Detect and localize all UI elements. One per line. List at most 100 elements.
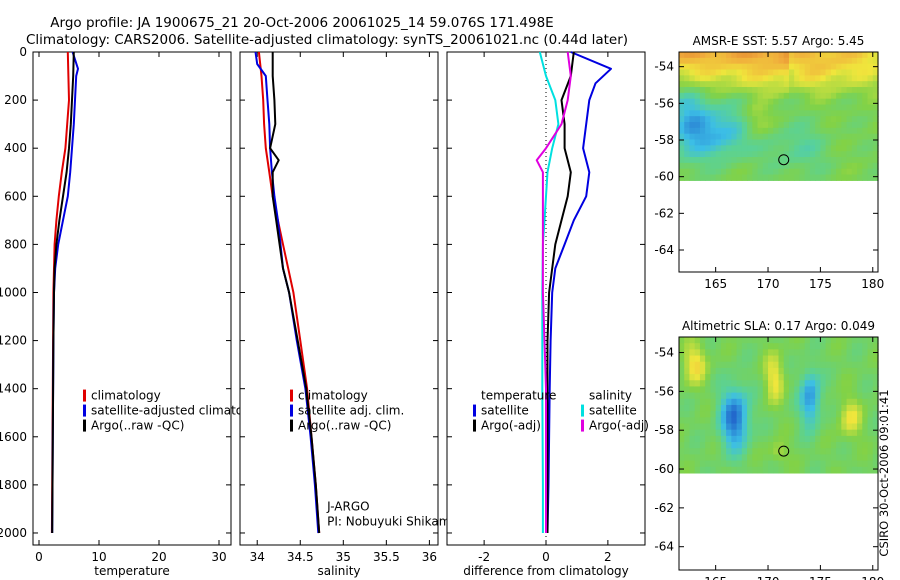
heatmap-cell bbox=[710, 110, 717, 117]
heatmap-cell bbox=[747, 174, 753, 181]
heatmap-cell bbox=[768, 442, 774, 449]
heatmap-cell bbox=[862, 104, 869, 111]
heatmap-cell bbox=[862, 374, 869, 381]
heatmap-cell bbox=[804, 57, 811, 65]
heatmap-cell bbox=[773, 127, 780, 135]
heatmap-cell bbox=[788, 454, 795, 462]
heatmap-cell bbox=[705, 157, 712, 164]
heatmap-cell bbox=[851, 361, 858, 369]
annotation-text: PI: Nobuyuki Shikama bbox=[327, 514, 458, 528]
heatmap-cell bbox=[836, 460, 842, 468]
heatmap-cell bbox=[841, 110, 848, 117]
heatmap-cell bbox=[747, 63, 753, 71]
heatmap-cell bbox=[867, 460, 874, 468]
heatmap-cell bbox=[820, 151, 827, 158]
heatmap-cell bbox=[773, 460, 780, 468]
heatmap-cell bbox=[867, 157, 874, 164]
heatmap-cell bbox=[809, 133, 816, 141]
heatmap-cell bbox=[783, 162, 790, 170]
heatmap-cell bbox=[736, 133, 743, 141]
heatmap-cell bbox=[741, 52, 748, 59]
heatmap-cell bbox=[799, 398, 806, 406]
heatmap-cell bbox=[710, 157, 717, 164]
heatmap-cell bbox=[788, 423, 795, 431]
series-line-3 bbox=[269, 52, 321, 534]
heatmap-cell bbox=[783, 81, 790, 88]
heatmap-cell bbox=[846, 116, 853, 123]
heatmap-cell bbox=[836, 404, 842, 412]
heatmap-cell bbox=[872, 151, 879, 158]
heatmap-cell bbox=[804, 448, 811, 455]
heatmap-cell bbox=[778, 168, 785, 176]
heatmap-cell bbox=[830, 392, 837, 400]
x-tick-label: 35.5 bbox=[373, 550, 400, 564]
heatmap-cell bbox=[857, 380, 863, 388]
heatmap-cell bbox=[689, 87, 696, 94]
legend-swatch bbox=[473, 404, 476, 417]
heatmap-cell bbox=[715, 168, 722, 176]
heatmap-cell bbox=[846, 404, 853, 412]
heatmap-cell bbox=[841, 168, 848, 176]
heatmap-cell bbox=[809, 63, 816, 71]
heatmap-cell bbox=[783, 466, 790, 474]
heatmap-cell bbox=[815, 139, 821, 146]
heatmap-cell bbox=[773, 87, 780, 94]
heatmap-cell bbox=[783, 127, 790, 135]
heatmap-cell bbox=[815, 81, 821, 88]
heatmap-cell bbox=[825, 145, 832, 152]
heatmap-cell bbox=[830, 429, 837, 437]
heatmap-cell bbox=[720, 110, 727, 117]
heatmap-cell bbox=[825, 454, 832, 462]
heatmap-cell bbox=[841, 460, 848, 468]
heatmap-cell bbox=[768, 448, 774, 455]
heatmap-cell bbox=[684, 411, 691, 418]
heatmap-cell bbox=[825, 392, 832, 400]
heatmap-cell bbox=[684, 429, 691, 437]
heatmap-cell bbox=[825, 81, 832, 88]
heatmap-cell bbox=[867, 139, 874, 146]
heatmap-cell bbox=[736, 52, 743, 59]
heatmap-cell bbox=[720, 116, 727, 123]
heatmap-cell bbox=[689, 392, 696, 400]
heatmap-cell bbox=[841, 361, 848, 369]
heatmap-cell bbox=[762, 92, 769, 100]
heatmap-cell bbox=[747, 162, 753, 170]
heatmap-cell bbox=[684, 466, 691, 474]
heatmap-cell bbox=[710, 122, 717, 129]
heatmap-cell bbox=[726, 337, 732, 344]
heatmap-cell bbox=[788, 92, 795, 100]
heatmap-cell bbox=[720, 466, 727, 474]
heatmap-cell bbox=[815, 162, 821, 170]
heatmap-cell bbox=[857, 87, 863, 94]
heatmap-cell bbox=[715, 411, 722, 418]
y-tick-label: -58 bbox=[654, 423, 674, 437]
heatmap-cell bbox=[815, 157, 821, 164]
heatmap-cell bbox=[747, 404, 753, 412]
heatmap-cell bbox=[710, 98, 717, 106]
heatmap-cell bbox=[731, 349, 738, 357]
heatmap-cell bbox=[773, 162, 780, 170]
heatmap-cell bbox=[720, 87, 727, 94]
heatmap-cell bbox=[799, 374, 806, 381]
heatmap-cell bbox=[710, 57, 717, 65]
heatmap-cell bbox=[809, 442, 816, 449]
heatmap-cell bbox=[720, 63, 727, 71]
heatmap-cell bbox=[820, 75, 827, 82]
heatmap-cell bbox=[804, 122, 811, 129]
heatmap-cell bbox=[684, 69, 691, 76]
heatmap-cell bbox=[804, 411, 811, 418]
heatmap-cell bbox=[820, 133, 827, 141]
heatmap-cell bbox=[699, 122, 706, 129]
heatmap-cell bbox=[825, 448, 832, 455]
heatmap-cell bbox=[857, 442, 863, 449]
heatmap-cell bbox=[851, 466, 858, 474]
heatmap-cell bbox=[768, 87, 774, 94]
heatmap-cell bbox=[794, 361, 801, 369]
heatmap-cell bbox=[825, 374, 832, 381]
heatmap-cell bbox=[694, 87, 701, 94]
heatmap-cell bbox=[841, 157, 848, 164]
heatmap-cell bbox=[747, 75, 753, 82]
heatmap-cell bbox=[820, 398, 827, 406]
heatmap-cell bbox=[867, 380, 874, 388]
heatmap-cell bbox=[799, 168, 806, 176]
